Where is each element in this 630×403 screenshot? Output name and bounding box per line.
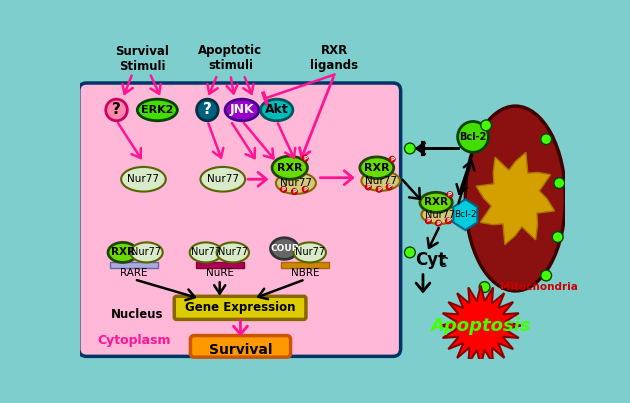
Circle shape [386,184,392,190]
Text: P: P [448,192,452,197]
Polygon shape [476,152,554,245]
Ellipse shape [270,238,298,260]
Circle shape [425,218,432,224]
Text: Bcl-2: Bcl-2 [454,210,477,219]
Circle shape [447,191,453,198]
Text: RXR
ligands: RXR ligands [311,44,358,72]
Circle shape [404,247,415,258]
Text: Akt: Akt [265,104,289,116]
Text: JNK: JNK [230,104,255,116]
Ellipse shape [121,167,166,191]
Circle shape [302,186,308,192]
Text: Nur77: Nur77 [127,174,159,184]
Ellipse shape [466,106,566,291]
Circle shape [435,220,442,226]
Text: RXR: RXR [111,247,135,258]
Text: Apoptosis: Apoptosis [430,317,531,334]
Ellipse shape [420,192,452,212]
Circle shape [280,186,287,192]
Bar [196,262,244,268]
Text: c: c [438,253,447,271]
FancyBboxPatch shape [190,336,290,357]
Ellipse shape [260,99,293,121]
FancyBboxPatch shape [175,296,306,320]
Text: Gene Expression: Gene Expression [185,301,295,314]
Circle shape [457,122,488,152]
Text: Cyt: Cyt [415,251,447,269]
Text: Nucleus: Nucleus [111,307,164,320]
Bar [281,262,329,268]
Text: P: P [437,221,440,226]
Ellipse shape [190,242,222,262]
Text: COUP: COUP [270,244,299,253]
Text: ERK2: ERK2 [141,105,173,115]
Circle shape [365,184,371,190]
Circle shape [291,189,297,195]
Text: Survival: Survival [209,343,272,357]
Circle shape [197,99,218,121]
Text: Nur77: Nur77 [132,247,162,258]
Ellipse shape [272,156,307,179]
Text: RARE: RARE [120,268,148,278]
Text: P: P [387,185,391,189]
Text: Apoptotic
stimuli: Apoptotic stimuli [198,44,263,72]
Circle shape [479,282,490,293]
Text: P: P [366,185,370,189]
Circle shape [554,178,564,189]
Ellipse shape [108,242,137,262]
Polygon shape [454,199,478,230]
Ellipse shape [360,157,394,179]
Circle shape [404,143,415,154]
Text: Nur77: Nur77 [295,247,325,258]
Ellipse shape [294,242,326,262]
Circle shape [389,156,395,162]
Circle shape [302,156,308,162]
Polygon shape [440,285,521,366]
Text: ?: ? [112,102,121,117]
Circle shape [445,218,452,224]
Ellipse shape [130,242,163,262]
Ellipse shape [276,172,316,194]
Text: NuRE: NuRE [205,268,234,278]
Text: Bcl-2: Bcl-2 [459,132,487,142]
Ellipse shape [362,171,400,191]
Circle shape [376,186,382,192]
Text: P: P [303,156,307,161]
Text: Nur77: Nur77 [218,247,248,258]
Circle shape [541,134,552,145]
Text: Survival
Stimuli: Survival Stimuli [115,45,169,73]
Circle shape [541,270,552,281]
Text: Nur77: Nur77 [191,247,221,258]
Text: P: P [447,218,450,223]
Ellipse shape [421,206,459,224]
Text: P: P [282,187,285,192]
Ellipse shape [225,99,259,121]
Text: Nur77: Nur77 [280,178,312,188]
Text: Mitochondria: Mitochondria [500,282,578,292]
Text: ?: ? [203,102,212,117]
Circle shape [106,99,127,121]
Text: P: P [377,187,381,192]
Text: Nur77: Nur77 [425,210,455,220]
Text: Nur77: Nur77 [365,176,397,186]
Circle shape [553,232,563,242]
Text: Nur77: Nur77 [207,174,239,184]
Text: P: P [427,218,430,223]
Text: Cytoplasm: Cytoplasm [97,334,171,347]
Circle shape [481,120,491,131]
Bar [110,262,158,268]
Text: RXR: RXR [277,163,302,173]
Ellipse shape [217,242,249,262]
Text: P: P [292,189,296,194]
FancyBboxPatch shape [74,42,571,364]
Ellipse shape [200,167,245,191]
Text: RXR: RXR [364,163,389,173]
Text: P: P [390,157,394,162]
FancyBboxPatch shape [79,83,401,356]
Text: RXR: RXR [424,197,448,208]
Text: P: P [303,187,307,192]
Ellipse shape [137,99,178,121]
Text: NBRE: NBRE [291,268,319,278]
